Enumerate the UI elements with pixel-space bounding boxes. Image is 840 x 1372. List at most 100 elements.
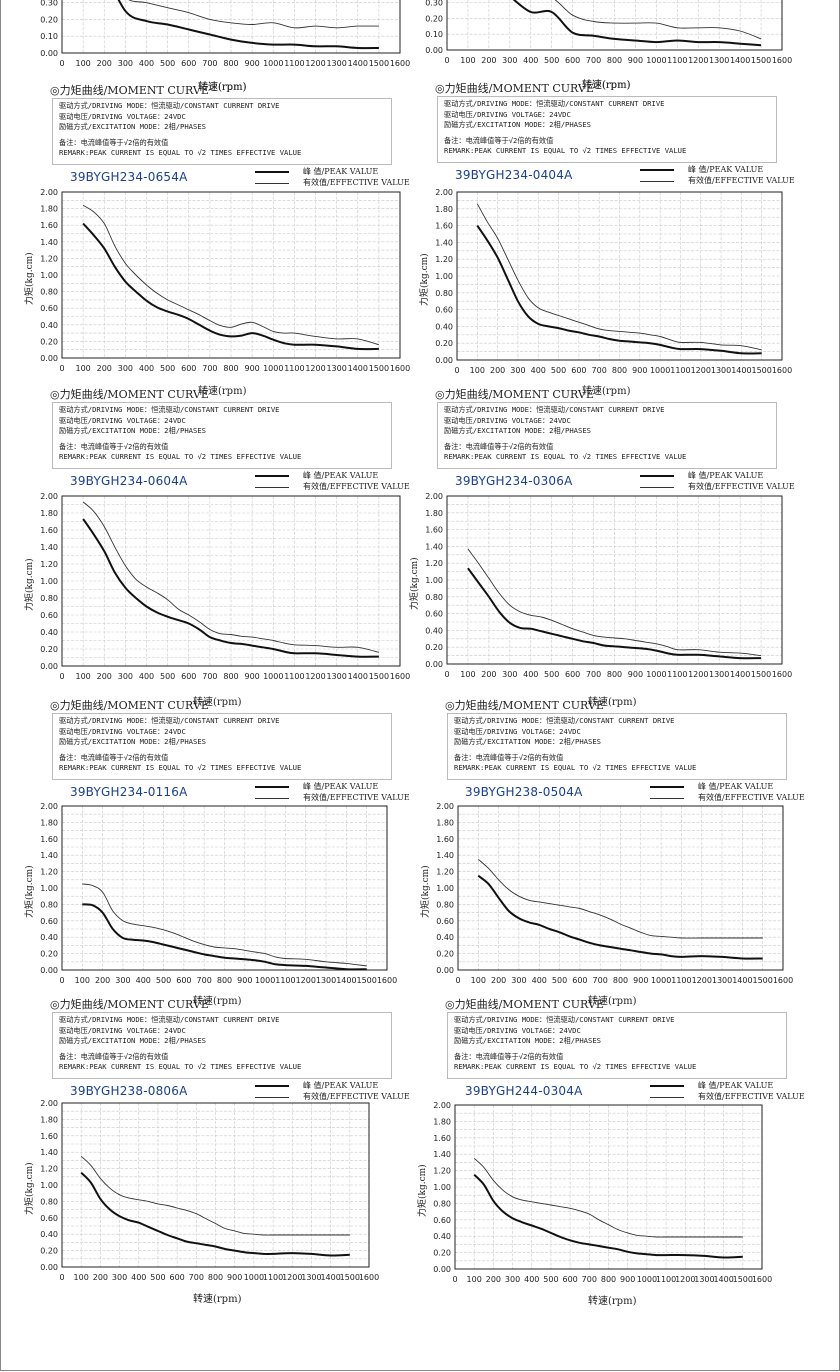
legend-peak-swatch: [255, 1085, 289, 1087]
y-axis-label: 力矩(kg.cm): [421, 865, 431, 918]
y-tick-label: 0.10: [425, 30, 443, 39]
peak-value-curve: [512, 0, 762, 47]
curve-title: ◎力矩曲线/MOMENT CURVE: [435, 82, 594, 95]
x-tick-label: 900: [628, 56, 643, 65]
peak-value-curve: [117, 0, 379, 50]
spec-box: 驱动方式/DRIVING MODE：恒流驱动/CONSTANT CURRENT …: [52, 402, 392, 469]
y-tick-label: 0.30: [425, 0, 443, 8]
model-number: 39BYGH234-0654A: [70, 170, 188, 184]
spec-line-driving-mode: 驱动方式/DRIVING MODE：恒流驱动/CONSTANT CURRENT …: [444, 405, 665, 414]
y-tick-label: 0.20: [40, 15, 58, 24]
legend-peak-label: 峰 值/PEAK VALUE: [688, 165, 764, 174]
model-number: 39BYGH234-0116A: [70, 785, 188, 799]
x-tick-label: 500: [160, 59, 175, 68]
x-tick-label: 1400: [348, 59, 368, 68]
curve-title: ◎力矩曲线/MOMENT CURVE: [50, 699, 209, 712]
spec-line-excitation: 励磁方式/EXCITATION MODE：2相/PHASES: [59, 122, 206, 132]
legend-effective-swatch: [640, 181, 674, 182]
x-tick-label: 200: [481, 56, 496, 65]
spec-line-excitation: 励磁方式/EXCITATION MODE：2相/PHASES: [444, 426, 591, 436]
spec-line-excitation: 励磁方式/EXCITATION MODE：2相/PHASES: [454, 737, 601, 747]
x-tick-label: 300: [118, 59, 133, 68]
chart-panel-7: ◎力矩曲线/MOMENT CURVE 驱动方式/DRIVING MODE：恒流驱动…: [40, 996, 445, 1301]
x-tick-label: 1500: [751, 56, 771, 65]
spec-line-voltage: 驱动电压/DRIVING VOLTAGE：24VDC: [59, 1025, 186, 1035]
speed-unit-label: 转速(rpm): [193, 996, 242, 1007]
y-tick-label: 0.00: [40, 49, 58, 58]
model-number: 39BYGH234-0604A: [70, 474, 188, 488]
spec-line-remark-cn: 备注：电流峰值等于√2倍的有效值: [454, 752, 564, 762]
x-tick-label: 700: [202, 59, 217, 68]
y-tick-label: 0.20: [425, 14, 443, 23]
y-tick-label: 0.10: [40, 32, 58, 41]
x-tick-label: 800: [223, 59, 238, 68]
x-tick-label: 1300: [326, 59, 346, 68]
legend-peak-swatch: [640, 475, 674, 477]
x-tick-label: 1100: [667, 56, 687, 65]
legend-effective-label: 有效值/EFFECTIVE VALUE: [688, 176, 795, 185]
legend-effective-label: 有效值/EFFECTIVE VALUE: [698, 793, 805, 802]
spec-line-remark-en: REMARK:PEAK CURRENT IS EQUAL TO √2 TIMES…: [444, 452, 687, 462]
x-tick-label: 500: [544, 56, 559, 65]
spec-line-remark-en: REMARK:PEAK CURRENT IS EQUAL TO √2 TIMES…: [444, 146, 687, 156]
curve-title: ◎力矩曲线/MOMENT CURVE: [50, 998, 209, 1011]
chart-panel-8: ◎力矩曲线/MOMENT CURVE 驱动方式/DRIVING MODE：恒流驱动…: [435, 996, 840, 1301]
legend-peak-label: 峰 值/PEAK VALUE: [698, 782, 774, 791]
legend-effective-label: 有效值/EFFECTIVE VALUE: [303, 178, 410, 187]
top-left-speed-label: 转速(rpm): [198, 82, 247, 93]
legend-peak-swatch: [640, 169, 674, 171]
legend-peak-swatch: [650, 1085, 684, 1087]
curve-title: ◎力矩曲线/MOMENT CURVE: [50, 388, 209, 401]
spec-line-driving-mode: 驱动方式/DRIVING MODE：恒流驱动/CONSTANT CURRENT …: [59, 405, 280, 414]
y-axis-label: 力矩(kg.cm): [410, 557, 420, 610]
spec-line-remark-cn: 备注：电流峰值等于√2倍的有效值: [454, 1051, 564, 1061]
curve-title: ◎力矩曲线/MOMENT CURVE: [50, 84, 209, 97]
x-tick-label: 400: [139, 59, 154, 68]
x-tick-label: 1600: [390, 59, 410, 68]
y-axis-label: 力矩(kg.cm): [420, 253, 430, 306]
spec-line-excitation: 励磁方式/EXCITATION MODE：2相/PHASES: [59, 1036, 206, 1046]
model-number: 39BYGH238-0806A: [70, 1084, 188, 1098]
x-tick-label: 800: [607, 56, 622, 65]
spec-box: 驱动方式/DRIVING MODE：恒流驱动/CONSTANT CURRENT …: [447, 1012, 787, 1079]
spec-line-driving-mode: 驱动方式/DRIVING MODE：恒流驱动/CONSTANT CURRENT …: [454, 1015, 675, 1024]
x-tick-label: 700: [586, 56, 601, 65]
x-tick-label: 900: [244, 59, 259, 68]
speed-unit-label: 转速(rpm): [582, 386, 631, 397]
x-tick-label: 1200: [688, 56, 708, 65]
x-tick-label: 0: [59, 59, 64, 68]
spec-line-voltage: 驱动电压/DRIVING VOLTAGE：24VDC: [454, 726, 581, 736]
spec-line-excitation: 励磁方式/EXCITATION MODE：2相/PHASES: [454, 1036, 601, 1046]
chart-panel-1: ◎力矩曲线/MOMENT CURVE 驱动方式/DRIVING MODE：恒流驱动…: [40, 82, 445, 387]
spec-box: 驱动方式/DRIVING MODE：恒流驱动/CONSTANT CURRENT …: [52, 1012, 392, 1079]
spec-line-remark-en: REMARK:PEAK CURRENT IS EQUAL TO √2 TIMES…: [59, 452, 302, 462]
y-axis-label: 力矩(kg.cm): [418, 1164, 428, 1217]
spec-box: 驱动方式/DRIVING MODE：恒流驱动/CONSTANT CURRENT …: [52, 713, 392, 780]
spec-line-remark-cn: 备注：电流峰值等于√2倍的有效值: [59, 137, 169, 147]
spec-line-driving-mode: 驱动方式/DRIVING MODE：恒流驱动/CONSTANT CURRENT …: [59, 101, 280, 110]
y-tick-label: 0.00: [425, 46, 443, 55]
legend-effective-swatch: [255, 183, 289, 184]
x-tick-label: 600: [565, 56, 580, 65]
chart-panel-5: ◎力矩曲线/MOMENT CURVE 驱动方式/DRIVING MODE：恒流驱动…: [40, 697, 445, 1002]
spec-line-driving-mode: 驱动方式/DRIVING MODE：恒流驱动/CONSTANT CURRENT …: [59, 1015, 280, 1024]
legend-effective-label: 有效值/EFFECTIVE VALUE: [303, 482, 410, 491]
speed-unit-label: 转速(rpm): [193, 697, 242, 708]
spec-line-remark-cn: 备注：电流峰值等于√2倍的有效值: [59, 1051, 169, 1061]
curve-title: ◎力矩曲线/MOMENT CURVE: [445, 998, 604, 1011]
x-tick-label: 1400: [730, 56, 750, 65]
y-axis-label: 力矩(kg.cm): [25, 558, 35, 611]
legend-effective-swatch: [640, 487, 674, 488]
spec-line-remark-cn: 备注：电流峰值等于√2倍的有效值: [444, 135, 554, 145]
x-tick-label: 1600: [772, 56, 792, 65]
legend-effective-swatch: [255, 487, 289, 488]
top-partial-charts: 0 100 200 300 400 500 600 700 800 900 1000 1100 1200…: [40, 0, 792, 68]
legend-effective-swatch: [650, 1097, 684, 1098]
spec-box: 驱动方式/DRIVING MODE：恒流驱动/CONSTANT CURRENT …: [437, 96, 777, 163]
legend-peak-label: 峰 值/PEAK VALUE: [303, 471, 379, 480]
legend-peak-label: 峰 值/PEAK VALUE: [303, 782, 379, 791]
legend-peak-swatch: [255, 475, 289, 477]
x-tick-label: 1000: [646, 56, 666, 65]
spec-line-voltage: 驱动电压/DRIVING VOLTAGE：24VDC: [444, 109, 571, 119]
x-tick-label: 100: [75, 59, 90, 68]
